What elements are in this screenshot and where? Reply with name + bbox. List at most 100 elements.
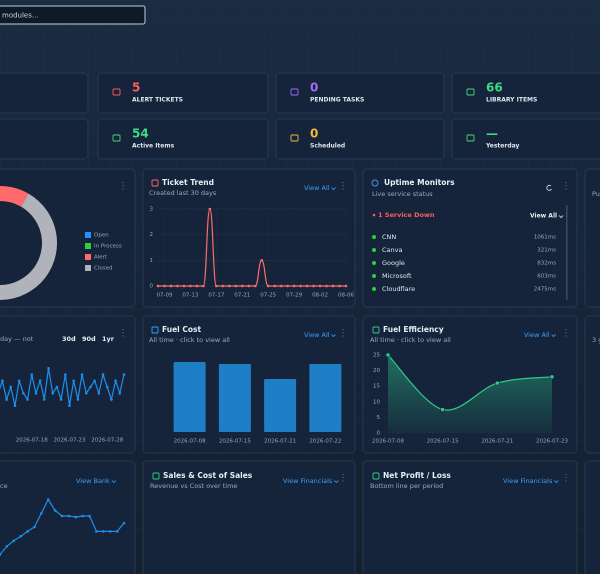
chevron-icon (334, 480, 339, 484)
line-point (0, 553, 2, 556)
widget-title: Ticket Trend (162, 178, 214, 187)
line-point (40, 511, 43, 515)
line-point (95, 530, 98, 533)
drag-handle: ⋮ (562, 474, 571, 484)
stat-icon (112, 88, 121, 96)
panel (451, 118, 600, 160)
line-point (118, 391, 122, 395)
stat-label: PENDING TASKS (310, 97, 364, 104)
area-point (495, 380, 500, 386)
line-point (60, 514, 64, 518)
panel (362, 168, 578, 308)
widget-subtitle: Bottom line per period (370, 482, 443, 490)
trend-point (247, 284, 251, 288)
scrollbar (566, 205, 568, 300)
view-link[interactable]: View Bank (76, 477, 110, 485)
stat-icon (112, 134, 121, 142)
panel (0, 460, 136, 574)
widget-title: Net Profit / Loss (383, 471, 451, 480)
y-tick-label: 2 (150, 232, 154, 238)
line-point (26, 398, 29, 401)
view-link[interactable]: View All (524, 331, 550, 339)
trend-point (202, 284, 205, 288)
monitor-status (372, 287, 376, 291)
drag-handle: ⋮ (339, 182, 348, 192)
line-point (22, 391, 25, 395)
stat-value: 54 (132, 127, 149, 141)
trend-point (163, 284, 166, 288)
range-button[interactable]: 1yr (102, 335, 115, 343)
y-tick-label: 1 (150, 258, 154, 264)
view-link[interactable]: View All (304, 331, 330, 339)
x-tick-label: 07-17 (208, 293, 224, 299)
x-tick-label: 07-13 (182, 293, 198, 299)
view-link[interactable]: View Financials (503, 477, 553, 485)
panel (142, 168, 356, 308)
panel (97, 118, 269, 160)
panel (275, 118, 445, 160)
x-tick-label: 2026-07-15 (427, 439, 459, 445)
area-fill (388, 355, 552, 433)
x-tick-label: 2026-07-22 (309, 439, 341, 445)
line-point (46, 498, 50, 501)
line-point (34, 391, 38, 395)
line-point (12, 539, 16, 543)
line-point (115, 530, 119, 533)
monitor-name: Cloudflare (382, 285, 415, 293)
drag-handle: ⋮ (119, 182, 128, 192)
donut-segment (0, 186, 29, 207)
widget-icon (151, 326, 159, 334)
trend-point (286, 284, 289, 288)
view-link[interactable]: View All (304, 184, 330, 192)
search-box[interactable] (0, 5, 146, 25)
line-point (108, 530, 112, 533)
x-tick-label: 2026-07-08 (174, 439, 206, 445)
line-point (74, 515, 78, 519)
view-link[interactable]: View Financials (283, 477, 333, 485)
line-point (53, 509, 57, 512)
trend-point (338, 284, 341, 288)
trend-point (318, 284, 322, 288)
trend-point (156, 284, 160, 288)
line-point (81, 514, 84, 518)
widget-subtitle: day — not (0, 335, 34, 343)
panel (97, 72, 269, 114)
stat-value: 66 (486, 81, 503, 95)
drag-handle: ⋮ (562, 329, 571, 339)
y-tick-label: 10 (373, 399, 380, 405)
line-point (30, 373, 34, 376)
panel (362, 460, 578, 574)
panel (0, 315, 136, 454)
view-link[interactable]: View All (530, 213, 557, 220)
panel (142, 460, 356, 574)
legend-label: In Process (94, 244, 122, 250)
trend-point (312, 284, 315, 288)
range-button[interactable]: 30d (62, 335, 76, 343)
panel (0, 118, 89, 160)
x-tick-label: 2026-07-21 (264, 439, 296, 445)
area-point (385, 352, 391, 358)
chevron-icon (331, 334, 336, 338)
trend-point (266, 284, 270, 288)
stat-value: 0 (310, 81, 318, 95)
widget-subtitle: Live service status (372, 190, 433, 198)
line-point (88, 514, 91, 518)
range-button[interactable]: 90d (82, 335, 96, 343)
monitor-status (372, 274, 376, 278)
drag-handle: ⋮ (119, 329, 128, 339)
trend-point (299, 284, 302, 288)
legend-label: Open (94, 233, 109, 239)
line-point (72, 379, 75, 383)
search-placeholder: modules... (2, 12, 39, 20)
line-point (33, 525, 36, 529)
line-point (47, 366, 50, 370)
panel (584, 168, 600, 308)
widget-subtitle: All time · click to view all (149, 336, 230, 344)
trend-point (305, 284, 309, 288)
widget-subtitle: ce (0, 482, 8, 490)
line-point (122, 373, 126, 376)
line-point (63, 373, 67, 376)
y-tick-label: 25 (373, 353, 380, 359)
x-tick-label: 2026-07-23 (536, 439, 568, 445)
